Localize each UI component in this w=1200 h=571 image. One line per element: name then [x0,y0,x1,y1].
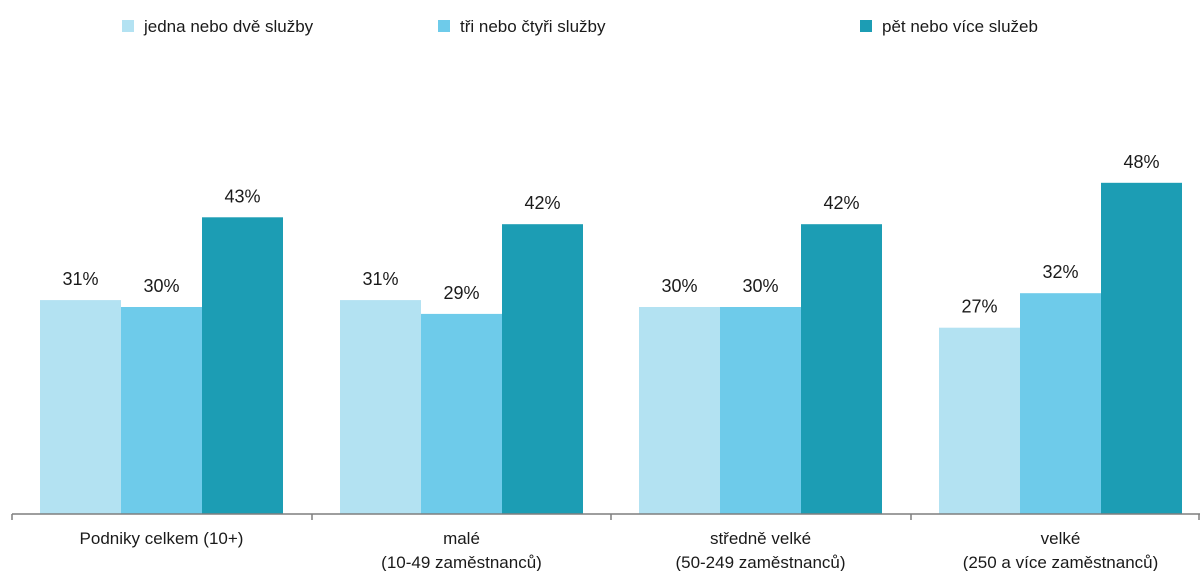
value-label-s1-c2: 31% [362,269,398,289]
category-label-2-line-1: malé [443,529,480,548]
bar-s2-c4 [1020,293,1101,514]
bar-s3-c3 [801,224,882,514]
bar-s3-c2 [502,224,583,514]
value-label-s2-c3: 30% [742,276,778,296]
category-label-4-line-1: velké [1041,529,1081,548]
legend-swatch-2 [438,20,450,32]
value-label-s1-c4: 27% [961,297,997,317]
bar-s1-c4 [939,327,1020,514]
bar-s3-c1 [202,217,283,515]
value-labels: 31% 30% 43% 31% 29% 42% 30% 30% 42% 27% 32% 48% [62,152,1159,317]
category-label-4-line-2: (250 a více zaměstnanců) [963,553,1159,571]
bar-s1-c3 [639,307,720,514]
category-label-1-line-1: Podniky celkem (10+) [80,529,244,548]
bar-s2-c1 [121,307,202,514]
legend-label-3: pět nebo více služeb [882,17,1038,36]
value-label-s1-c3: 30% [661,276,697,296]
value-label-s2-c2: 29% [443,283,479,303]
x-axis [11,513,1200,520]
bar-s2-c3 [720,307,801,514]
value-label-s3-c4: 48% [1123,152,1159,172]
category-label-3-line-1: středně velké [710,529,811,548]
value-label-s3-c3: 42% [823,193,859,213]
legend-swatch-1 [122,20,134,32]
value-label-s3-c2: 42% [524,193,560,213]
legend-swatch-3 [860,20,872,32]
value-label-s2-c4: 32% [1042,262,1078,282]
value-label-s3-c1: 43% [224,186,260,206]
value-label-s2-c1: 30% [143,276,179,296]
bars [40,182,1182,515]
bar-s3-c4 [1101,182,1182,515]
category-labels: Podniky celkem (10+) malé (10-49 zaměstnan… [80,529,1159,571]
value-label-s1-c1: 31% [62,269,98,289]
bar-s1-c2 [340,300,421,514]
legend-label-1: jedna nebo dvě služby [143,17,314,36]
category-label-3-line-2: (50-249 zaměstnanců) [675,553,845,571]
legend: jedna nebo dvě služby tři nebo čtyři služ… [122,17,1038,36]
legend-label-2: tři nebo čtyři služby [460,17,606,36]
category-label-2-line-2: (10-49 zaměstnanců) [381,553,542,571]
bar-s2-c2 [421,313,502,514]
bar-s1-c1 [40,300,121,514]
